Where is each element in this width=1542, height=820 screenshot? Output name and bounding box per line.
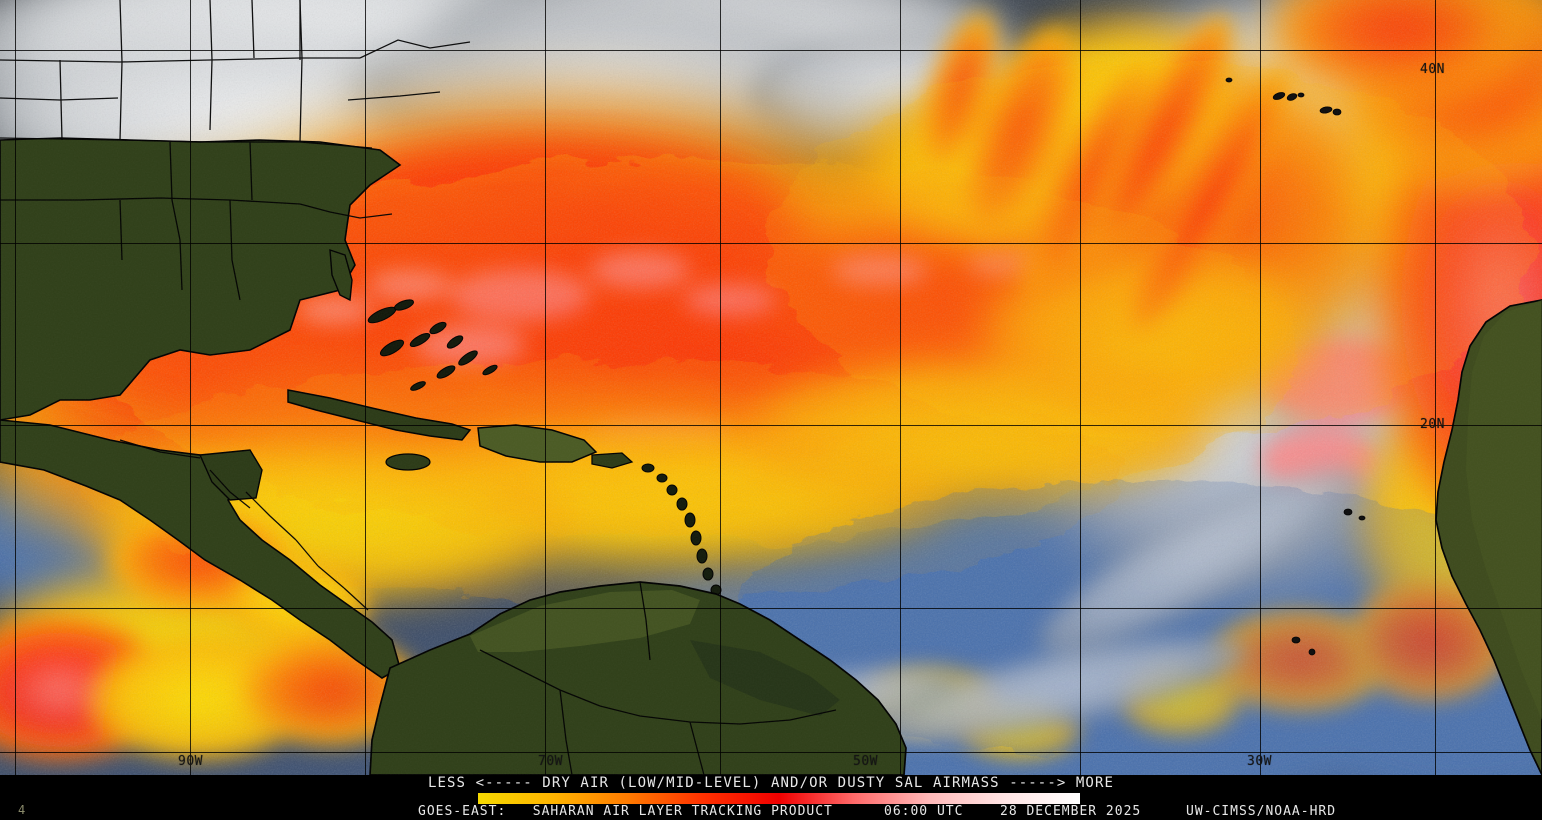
satellite-label: GOES-EAST:: [418, 804, 507, 819]
observation-date: 28 DECEMBER 2025: [1000, 804, 1142, 819]
satellite-image-panel[interactable]: 40N 20N 90W 70W 50W 30W: [0, 0, 1542, 775]
data-credit: UW-CIMSS/NOAA-HRD: [1186, 804, 1337, 819]
satellite-imagery: [0, 0, 1542, 775]
colorbar-title: LESS <----- DRY AIR (LOW/MID-LEVEL) AND/…: [427, 775, 1115, 791]
product-label: GOES-EAST: SAHARAN AIR LAYER TRACKING PR…: [418, 804, 833, 819]
footer-row: GOES-EAST: SAHARAN AIR LAYER TRACKING PR…: [0, 804, 1542, 820]
frame-number: 4: [18, 803, 26, 817]
colorbar: [478, 793, 1080, 804]
product-name-label: SAHARAN AIR LAYER TRACKING PRODUCT: [532, 804, 833, 819]
observation-time: 06:00 UTC: [884, 804, 964, 819]
